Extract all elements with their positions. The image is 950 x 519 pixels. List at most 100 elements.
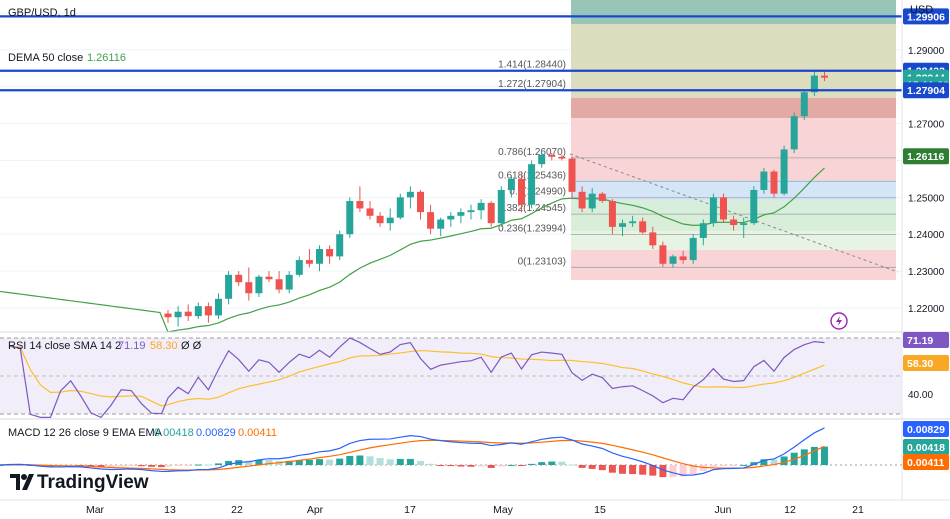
macd-hist-bar [608,465,616,473]
time-axis-label: 22 [231,504,243,516]
candle-body [750,189,758,224]
candle-body [285,274,293,290]
candle-body [689,237,697,261]
value-badge-text: 0.00829 [907,424,945,436]
price-axis-label: 1.25000 [908,193,945,204]
macd-hist-bar [679,465,687,477]
candle-body [780,149,788,194]
macd-hist-bar [107,465,115,467]
macd-hist-bar [750,462,758,465]
candle-body [538,154,546,165]
rsi-legend-extra: Ø Ø [181,340,202,352]
macd-hist-bar [548,461,556,465]
candle-body [629,221,637,224]
trend-line[interactable] [569,153,899,273]
lightning-icon[interactable] [830,312,848,330]
macd-line [0,427,825,476]
macd-hist-bar [558,461,566,465]
macd-hist-bar [346,455,354,465]
macd-hist-bar [194,464,202,466]
time-axis[interactable]: Mar 13 22 Apr 17 May 15 Jun 12 21 [86,504,864,516]
candle-body [427,212,435,229]
macd-hist-bar [386,459,394,465]
candle-body [447,215,455,220]
macd-hist-bar [366,456,374,465]
currency-label[interactable]: USD [910,4,933,16]
macd-hist-bar [740,464,748,466]
fib-zone-top2 [571,24,896,98]
fib-zone-1414 [571,98,896,118]
macd-legend-signal: 0.00411 [238,427,277,439]
candle-body [558,156,566,159]
macd-hist-bar [497,465,505,467]
dema-legend-label[interactable]: DEMA 50 close [8,52,83,64]
macd-legend-hist: 0.00418 [154,427,194,439]
brand-text: TradingView [37,472,149,493]
macd-hist-bar [639,465,647,475]
macd-hist-bar [316,459,323,465]
macd-signal-line [0,439,825,471]
symbol-title[interactable]: GBP/USD, 1d [8,7,76,19]
value-badge [903,8,949,25]
macd-hist-bar [265,460,273,465]
candle-body [497,189,505,224]
macd-hist-bar [305,459,313,465]
macd-legend-label[interactable]: MACD 12 26 close 9 EMA EMA [8,427,163,439]
candle-body [194,306,202,317]
price-axis-label: 1.29000 [908,46,945,57]
horizontal-lines[interactable] [0,15,902,92]
candle-body [346,201,354,235]
candle-body [396,197,404,218]
value-badge [903,82,949,99]
candle-body [669,256,677,264]
fib-zone-236 [571,250,896,280]
value-badge-text: 0.00418 [907,442,945,454]
candle-body [437,219,445,229]
time-axis-label: Mar [86,504,105,516]
candle-body [215,298,222,316]
time-axis-label: Apr [307,504,324,516]
time-axis-label: 21 [852,504,864,516]
candle-body [810,75,818,93]
macd-hist-bar [689,465,697,475]
macd-hist-bar [588,465,596,469]
candle-body [821,75,828,78]
candle-body [164,313,172,318]
macd-hist-bar [568,464,576,466]
candle-body [740,223,748,226]
macd-hist-bar [204,464,212,466]
candle-body [477,202,485,211]
candle-body [265,276,273,280]
fib-level-label: 0.382(1.24545) [498,203,566,214]
candle-body [295,260,303,275]
rsi-legend-label[interactable]: RSI 14 close SMA 14 2 [8,340,121,352]
candle-body [770,171,778,194]
tradingview-logo[interactable] [10,474,34,490]
value-badge [903,332,949,348]
value-badge-text: 0.00411 [907,457,945,469]
macd-hist-bar [649,465,657,476]
candle-body [305,260,313,264]
fibonacci-tool[interactable] [571,0,896,280]
candle-body [730,219,738,226]
candle-body [507,178,515,190]
time-axis-label: 15 [594,504,606,516]
macd-hist-bar [518,465,525,466]
tradingview-logo-icon [10,474,34,490]
candle-body [760,171,768,190]
candle-body [588,193,596,209]
macd-hist-bar [245,460,253,465]
macd-hist-bar [158,465,166,468]
candle-body [225,274,233,299]
macd-hist-bar [467,465,475,467]
macd-hist-bar [810,446,818,465]
candle-body [245,282,253,294]
macd-hist-bar [356,455,364,465]
candle-body [316,249,323,264]
macd-hist-bar [659,465,667,478]
value-badge [903,439,949,455]
macd-hist-bar [760,459,768,465]
candle-body [467,210,475,213]
macd-hist-bar [77,465,85,466]
candle-body [417,191,424,213]
